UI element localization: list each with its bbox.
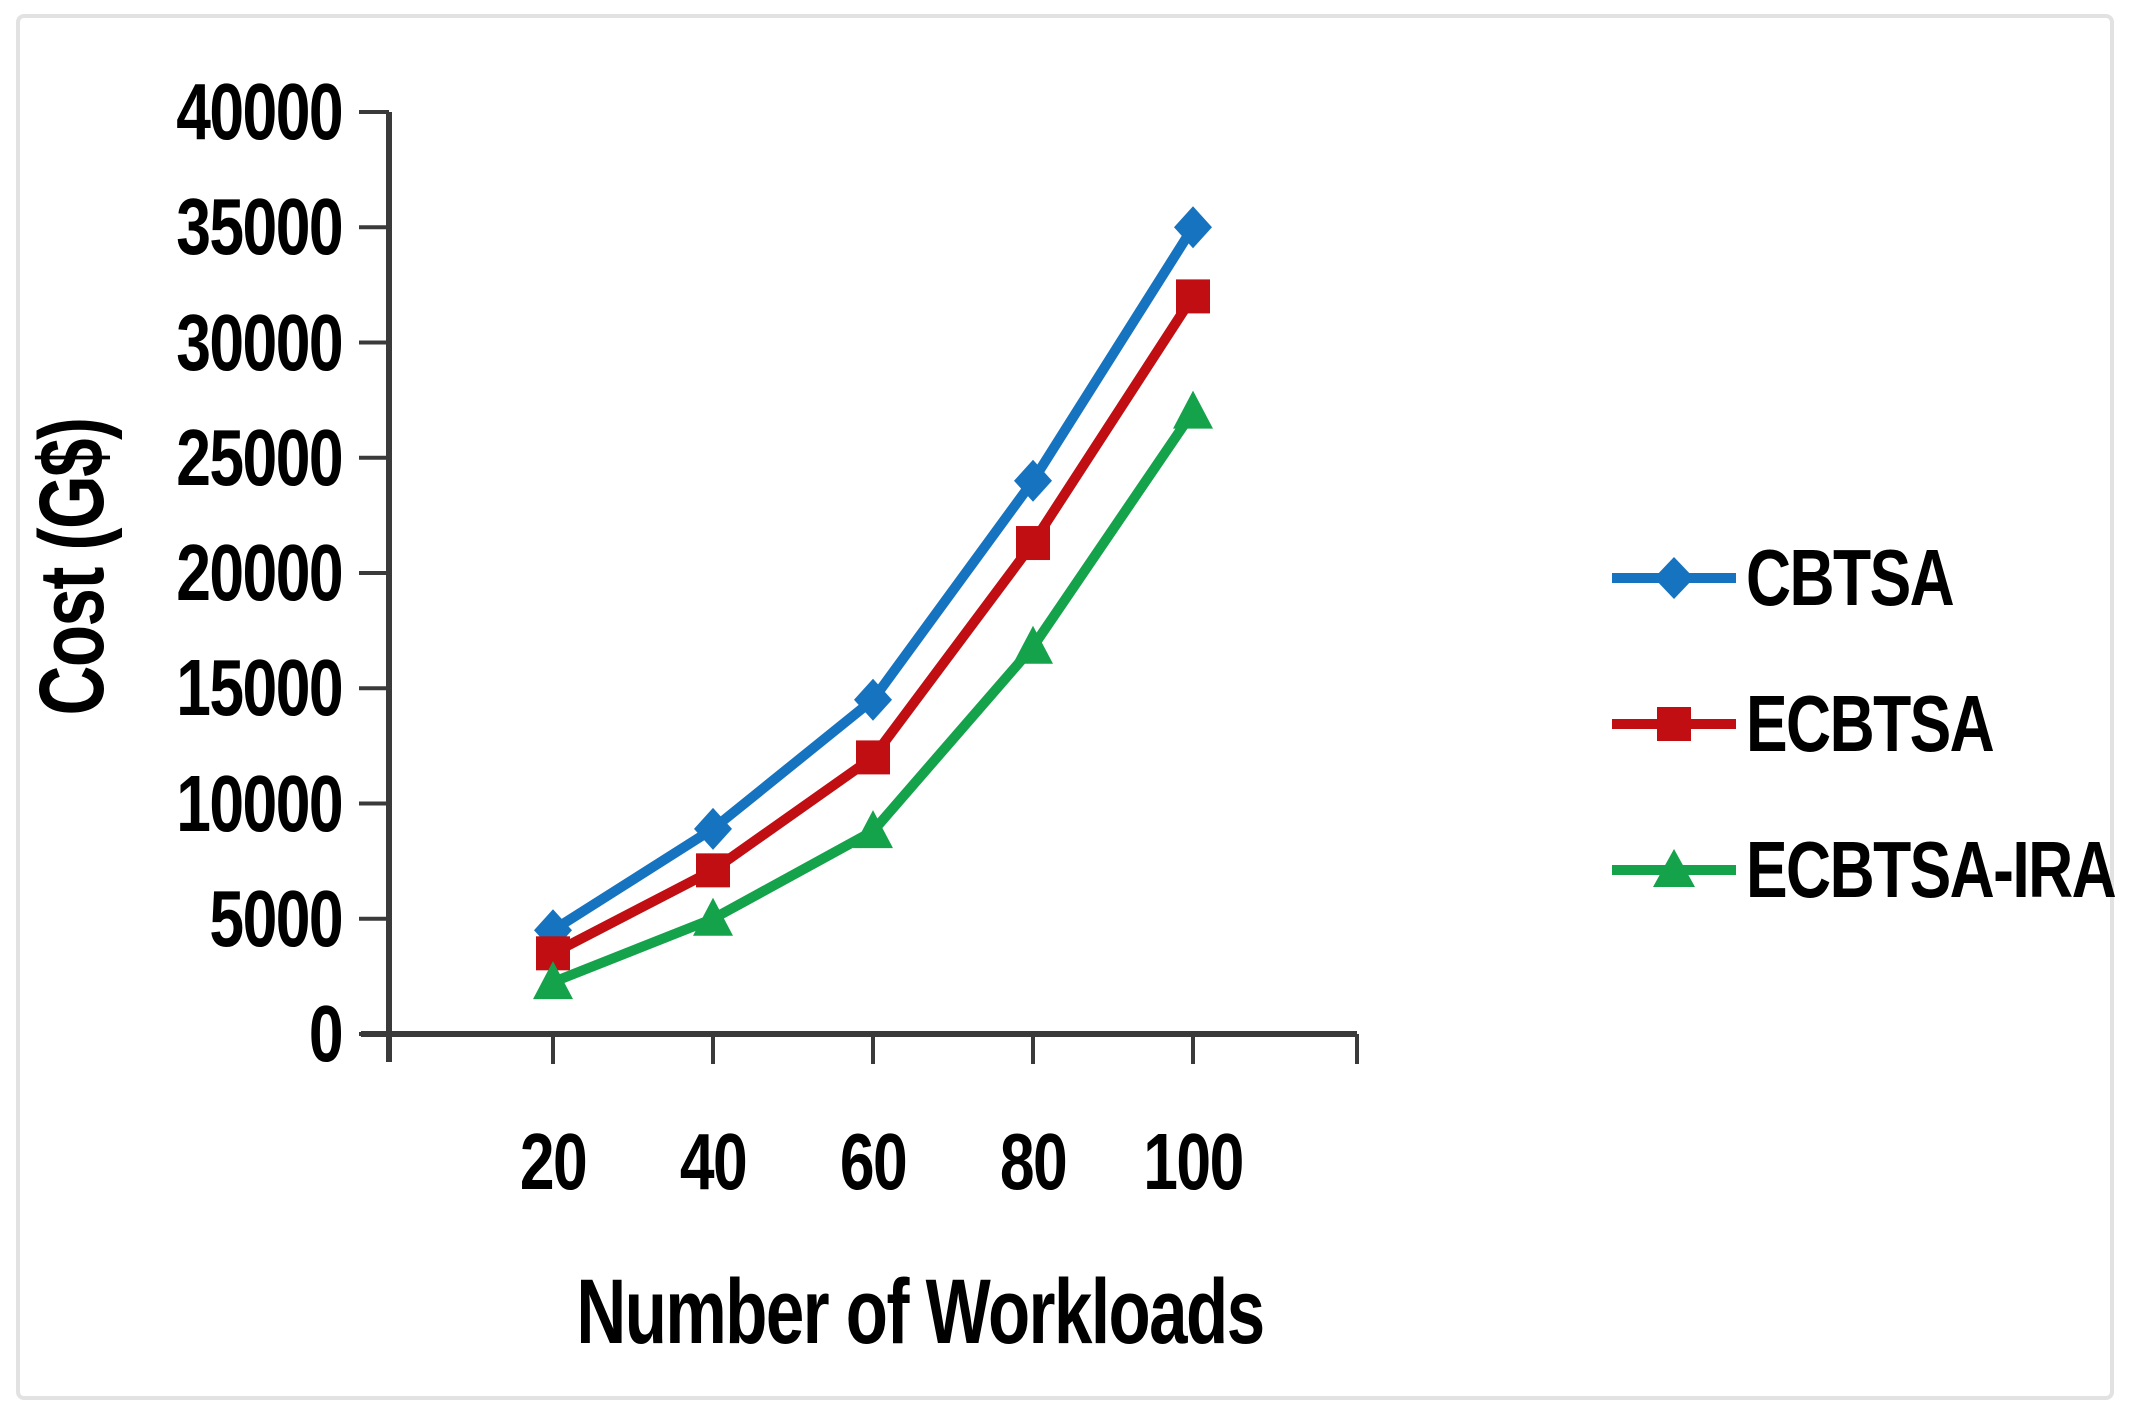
y-tick-label: 15000 xyxy=(176,643,343,733)
y-tick-label: 20000 xyxy=(176,528,343,617)
data-point-square xyxy=(696,853,730,888)
x-tick-label: 40 xyxy=(679,1117,748,1206)
data-point-triangle xyxy=(1013,625,1053,664)
legend-label-ecbtsa-ira: ECBTSA-IRA xyxy=(1746,825,2117,914)
y-tick-label: 35000 xyxy=(176,182,343,272)
data-point-square xyxy=(1016,526,1050,561)
figure-border xyxy=(16,14,2114,1400)
legend-item-ecbtsa: ECBTSA xyxy=(1608,651,2130,797)
series-line-ecbtsa xyxy=(550,293,1198,958)
data-point-diamond xyxy=(854,678,892,721)
data-point-square xyxy=(1176,279,1210,314)
y-tick-label: 25000 xyxy=(176,412,343,502)
y-tick-label: 40000 xyxy=(176,67,343,156)
data-point-triangle xyxy=(693,897,733,936)
legend: CBTSA ECBTSA ECBTSA-IRA xyxy=(1608,505,2130,943)
data-point-diamond xyxy=(694,807,732,850)
y-tick-label: 0 xyxy=(308,989,344,1078)
x-tick-label: 80 xyxy=(999,1117,1068,1206)
legend-marker-triangle-icon xyxy=(1612,849,1736,887)
legend-marker-diamond-icon xyxy=(1612,557,1736,599)
legend-marker-square-icon xyxy=(1612,707,1736,741)
y-tick-label: 5000 xyxy=(209,873,343,963)
legend-label-cbtsa: CBTSA xyxy=(1746,533,1955,622)
legend-label-ecbtsa: ECBTSA xyxy=(1746,679,1995,768)
y-tick-label: 10000 xyxy=(176,758,343,848)
x-tick-label: 20 xyxy=(519,1117,588,1206)
data-point-triangle xyxy=(1173,390,1213,429)
data-point-triangle xyxy=(533,961,573,1000)
data-point-diamond xyxy=(1174,206,1212,249)
legend-item-ecbtsa-ira: ECBTSA-IRA xyxy=(1608,797,2130,943)
data-point-diamond xyxy=(1014,459,1052,502)
x-tick-label: 60 xyxy=(839,1117,908,1206)
x-tick-label: 100 xyxy=(1143,1117,1244,1206)
data-point-square xyxy=(856,740,890,775)
legend-item-cbtsa: CBTSA xyxy=(1608,505,2130,651)
x-axis-title: Number of Workloads xyxy=(576,1261,1265,1363)
y-tick-label: 30000 xyxy=(176,297,343,387)
data-point-triangle xyxy=(853,810,893,849)
